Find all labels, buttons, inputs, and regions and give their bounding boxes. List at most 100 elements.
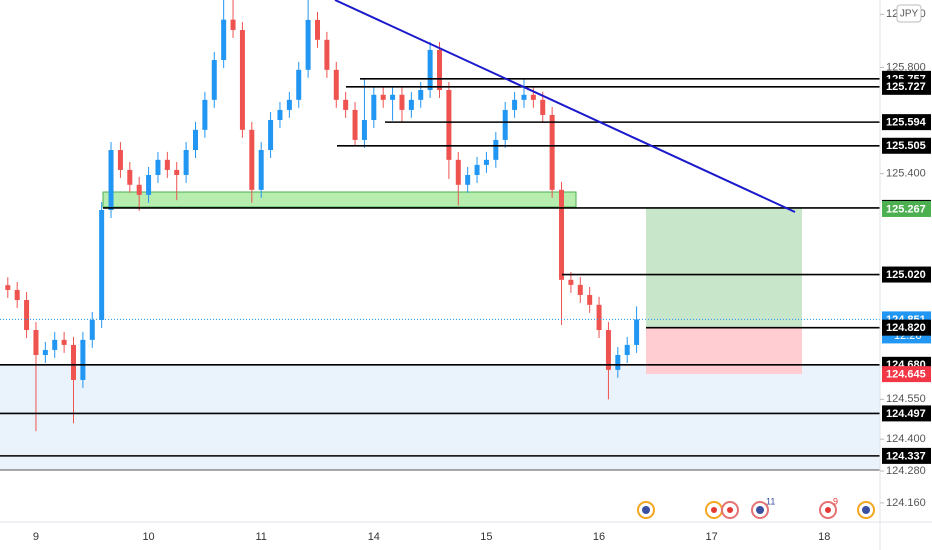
candle-body: [446, 90, 452, 160]
event-icon-core: [711, 507, 717, 513]
level-label: 124.497: [886, 408, 926, 420]
candle-body: [390, 94, 396, 100]
candle-body: [361, 120, 367, 140]
candle-body: [296, 69, 302, 100]
candle-body: [164, 159, 170, 170]
candle-body: [89, 319, 95, 340]
candle-body: [615, 354, 621, 370]
x-tick-label: 11: [255, 531, 266, 543]
candle-body: [380, 94, 386, 100]
candle-body: [80, 339, 86, 380]
candle-body: [399, 94, 405, 110]
currency-label: JPY: [900, 9, 919, 20]
level-label-bg: [882, 447, 931, 464]
candle-body: [530, 94, 536, 100]
candle-body: [221, 19, 227, 61]
candle-body: [52, 339, 58, 350]
candle-body: [174, 169, 180, 175]
x-tick-label: 17: [706, 531, 718, 543]
candle-body: [258, 150, 264, 190]
candle-body: [305, 19, 311, 70]
candle-body: [512, 99, 518, 110]
event-icon-core: [825, 507, 831, 513]
candle-body: [239, 30, 245, 130]
level-label: 124.820: [886, 322, 926, 334]
candle-body: [117, 150, 123, 170]
level-label-bg: [882, 405, 931, 422]
x-tick-label: 14: [368, 531, 380, 543]
candle-body: [624, 344, 630, 355]
target-zone: [646, 208, 802, 327]
candle-body: [155, 159, 161, 175]
candle-body: [474, 164, 480, 175]
candle-body: [596, 304, 602, 331]
stop-zone: [646, 327, 802, 374]
currency-badge[interactable]: [896, 4, 922, 23]
candle-body: [230, 19, 236, 31]
event-icon-core: [727, 507, 733, 513]
candle-body: [371, 94, 377, 121]
candle-body: [427, 49, 433, 91]
candle-body: [146, 174, 152, 195]
event-count: 9: [833, 496, 838, 506]
level-label: 125.020: [886, 269, 926, 281]
y-tick-label: 125.800: [886, 61, 926, 73]
x-tick-label: 15: [480, 531, 492, 543]
candle-body: [634, 319, 640, 345]
candle-body: [249, 129, 255, 190]
level-label-bg: [882, 200, 931, 217]
candle-body: [521, 94, 527, 100]
candle-body: [324, 39, 330, 70]
candle-body: [343, 99, 349, 110]
level-label: 125.505: [886, 140, 926, 152]
candle-body: [587, 294, 593, 305]
candle-body: [568, 279, 574, 285]
level-label-bg: [882, 366, 931, 383]
y-tick-label: 125.400: [886, 168, 926, 180]
candle-body: [211, 60, 217, 100]
candle-body: [136, 184, 142, 195]
demand-zone: [0, 365, 880, 470]
level-label-bg: [882, 114, 931, 131]
level-label: 124.645: [886, 369, 926, 381]
event-icon-core: [862, 506, 870, 514]
candle-body: [315, 19, 321, 40]
y-tick-label: 124.400: [886, 433, 926, 445]
level-label-bg: [882, 319, 931, 336]
x-tick-label: 18: [818, 531, 830, 543]
candle-body: [408, 99, 414, 110]
event-icon-core: [642, 506, 650, 514]
y-tick-label: 124.280: [886, 465, 926, 477]
candle-body: [549, 114, 555, 190]
candle-body: [437, 49, 443, 91]
x-tick-label: 16: [593, 531, 605, 543]
event-icons: [637, 501, 875, 519]
candle-body: [61, 339, 67, 345]
candle-body: [465, 174, 471, 185]
level-label-bg: [882, 78, 931, 95]
candle-body: [42, 349, 48, 355]
candle-body: [559, 189, 565, 280]
x-tick-label: 9: [33, 531, 39, 543]
candle-body: [193, 129, 198, 151]
candle-body: [352, 109, 358, 140]
candle-body: [14, 289, 20, 301]
candle-body: [577, 284, 583, 295]
candle-body: [99, 210, 105, 320]
candle-body: [108, 150, 114, 211]
event-count: 11: [766, 496, 775, 506]
candle-body: [202, 99, 208, 130]
labels: 126.000125.800125.400124.550124.400124.2…: [33, 8, 931, 543]
candle-body: [70, 344, 76, 380]
candle-body: [502, 109, 508, 140]
candle-body: [277, 109, 283, 121]
candle-body: [605, 330, 611, 370]
candle-body: [33, 330, 39, 355]
candle-body: [268, 120, 274, 151]
candle-body: [418, 90, 424, 100]
x-tick-label: 10: [142, 531, 154, 543]
candle-body: [127, 169, 133, 185]
event-icon-core: [756, 506, 764, 514]
level-label-bg: [882, 137, 931, 154]
